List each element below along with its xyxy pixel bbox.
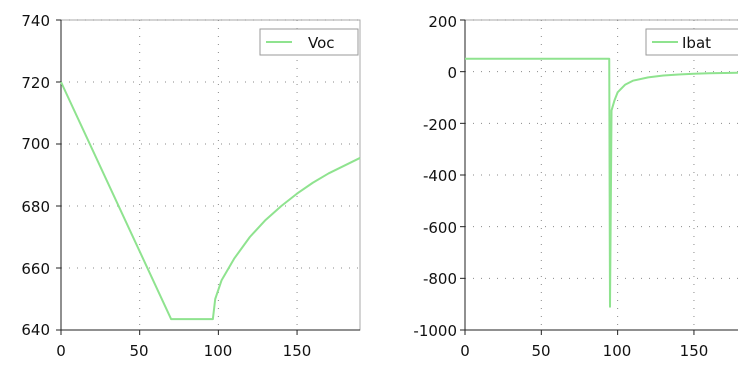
voc-y-tick-label: 700 (21, 135, 50, 153)
voc-tick-marks (56, 19, 298, 335)
ibat-y-tick-label: -400 (423, 167, 457, 185)
voc-series-layer (60, 81, 361, 321)
ibat-tick-marks (460, 19, 695, 335)
voc-legend-label: Voc (308, 34, 335, 52)
voc-x-tick-label: 50 (129, 342, 148, 360)
ibat-x-tick-label: 50 (531, 342, 550, 360)
voc-y-tick-label: 660 (21, 260, 50, 278)
voc-y-tick-labels: 640 660 680 700 720 740 (21, 12, 50, 339)
ibat-x-tick-labels: 0 50 100 150 (460, 342, 708, 360)
voc-series-line (60, 81, 361, 321)
voc-y-tick-label: 680 (21, 198, 50, 216)
voc-y-tick-label: 640 (21, 321, 50, 339)
ibat-x-tick-label: 100 (603, 342, 632, 360)
ibat-series-line (465, 57, 738, 308)
ibat-x-tick-label: 150 (680, 342, 709, 360)
voc-x-tick-label: 150 (283, 342, 312, 360)
ibat-legend-label: Ibat (682, 34, 711, 52)
ibat-y-tick-label: -600 (423, 219, 457, 237)
ibat-y-tick-label: 0 (447, 64, 457, 82)
ibat-y-tick-label: -800 (423, 270, 457, 288)
ibat-legend: Ibat (645, 28, 738, 56)
ibat-chart: -1000 -800 -600 -400 -200 0 200 0 50 100… (413, 13, 738, 360)
ibat-y-tick-label: -1000 (413, 322, 457, 340)
voc-y-tick-label: 720 (21, 74, 50, 92)
ibat-y-tick-labels: -1000 -800 -600 -400 -200 0 200 (413, 13, 457, 340)
ibat-x-tick-label: 0 (460, 342, 470, 360)
voc-x-tick-labels: 0 50 100 150 (56, 342, 311, 360)
voc-x-tick-label: 100 (204, 342, 233, 360)
ibat-series-layer (465, 57, 738, 308)
ibat-y-tick-label: 200 (428, 13, 457, 31)
voc-x-tick-label: 0 (56, 342, 66, 360)
voc-chart: 640 660 680 700 720 740 0 50 100 150 Voc (21, 12, 361, 360)
voc-y-tick-label: 740 (21, 12, 50, 30)
voc-plot-area (60, 19, 361, 331)
ibat-y-tick-label: -200 (423, 116, 457, 134)
voc-legend: Voc (259, 28, 359, 56)
